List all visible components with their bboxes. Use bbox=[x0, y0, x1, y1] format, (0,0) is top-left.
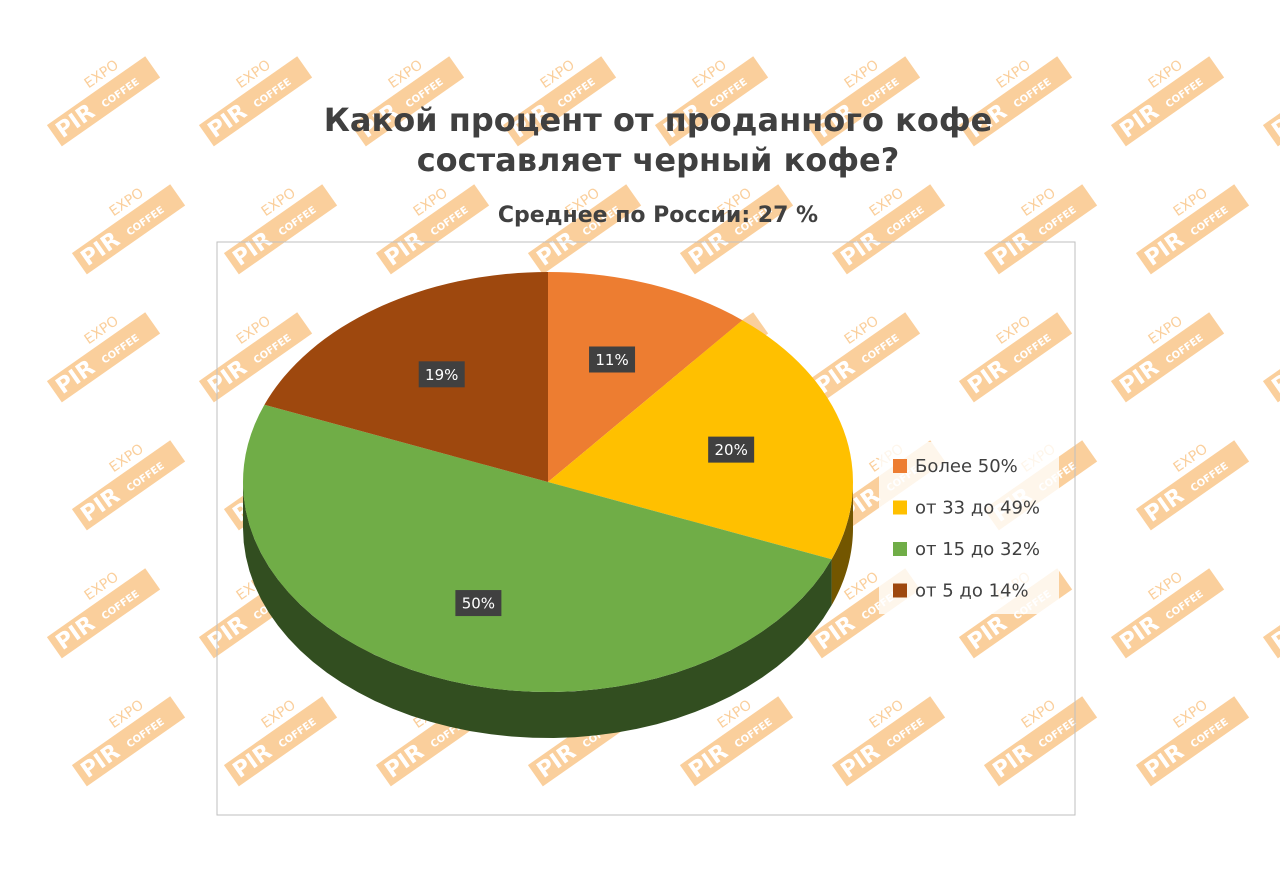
data-label-bg bbox=[708, 436, 755, 463]
slice bbox=[264, 272, 548, 482]
watermark-band bbox=[679, 184, 794, 275]
chart-title-line: Какой процент от проданного кофе bbox=[324, 101, 993, 139]
watermark-band bbox=[654, 56, 769, 147]
watermark-band bbox=[527, 184, 642, 275]
watermark-band bbox=[1110, 56, 1225, 147]
slice-side bbox=[831, 482, 853, 606]
watermark-band bbox=[198, 56, 313, 147]
data-label-bg bbox=[455, 590, 502, 617]
watermark-band bbox=[1135, 696, 1250, 787]
watermark-band bbox=[46, 568, 161, 659]
data-label-bg bbox=[589, 346, 636, 373]
legend-label: от 33 до 49% bbox=[915, 498, 1040, 519]
watermark-band bbox=[958, 56, 1073, 147]
watermark-band bbox=[1135, 184, 1250, 275]
watermark-band bbox=[983, 696, 1098, 787]
data-label: 20% bbox=[714, 441, 747, 459]
pie: 11% 20% 50% 19% Более 50% от 33 до 49% от 15 д… bbox=[243, 272, 1059, 738]
watermark-band bbox=[831, 184, 946, 275]
watermark-band bbox=[375, 184, 490, 275]
watermark-band bbox=[502, 56, 617, 147]
watermark-band bbox=[71, 440, 186, 531]
watermark-band bbox=[831, 696, 946, 787]
data-label: 11% bbox=[595, 351, 628, 369]
chart-title-line: составляет черный кофе? bbox=[417, 141, 900, 179]
slice bbox=[548, 320, 853, 560]
legend-label: Более 50% bbox=[915, 456, 1018, 477]
watermark-band bbox=[983, 184, 1098, 275]
data-label: 19% bbox=[425, 366, 458, 384]
data-label-bg bbox=[418, 361, 465, 388]
legend-label: от 15 до 32% bbox=[915, 539, 1040, 560]
watermark-band bbox=[958, 312, 1073, 403]
chart-subtitle: Среднее по России: 27 % bbox=[498, 203, 818, 228]
legend-swatch bbox=[893, 542, 907, 556]
plot-frame bbox=[216, 241, 1076, 816]
watermark-band bbox=[71, 696, 186, 787]
legend-label: от 5 до 14% bbox=[915, 581, 1029, 602]
data-label: 50% bbox=[462, 595, 495, 613]
watermark-band bbox=[350, 56, 465, 147]
slice-side bbox=[243, 482, 832, 738]
slice bbox=[548, 272, 743, 482]
watermark-band bbox=[1110, 312, 1225, 403]
watermark-band bbox=[806, 312, 921, 403]
watermark-band bbox=[71, 184, 186, 275]
watermark-band bbox=[679, 696, 794, 787]
legend-bg bbox=[879, 442, 1059, 614]
legend-swatch bbox=[893, 459, 907, 473]
watermark-band bbox=[223, 184, 338, 275]
watermark-band bbox=[1135, 440, 1250, 531]
watermark-band bbox=[806, 56, 921, 147]
watermark-band bbox=[223, 696, 338, 787]
watermark-band bbox=[1110, 568, 1225, 659]
watermark-band bbox=[46, 312, 161, 403]
watermark-band bbox=[198, 312, 313, 403]
legend-swatch bbox=[893, 583, 907, 598]
legend-swatch bbox=[893, 500, 907, 515]
watermark-band bbox=[46, 56, 161, 147]
slice bbox=[243, 404, 832, 692]
